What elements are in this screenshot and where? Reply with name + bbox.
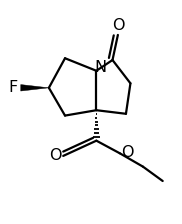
Text: N: N [94,60,106,75]
Text: O: O [121,145,134,160]
Polygon shape [21,85,49,91]
Text: O: O [49,148,62,163]
Text: F: F [9,80,18,95]
Text: O: O [112,18,125,33]
